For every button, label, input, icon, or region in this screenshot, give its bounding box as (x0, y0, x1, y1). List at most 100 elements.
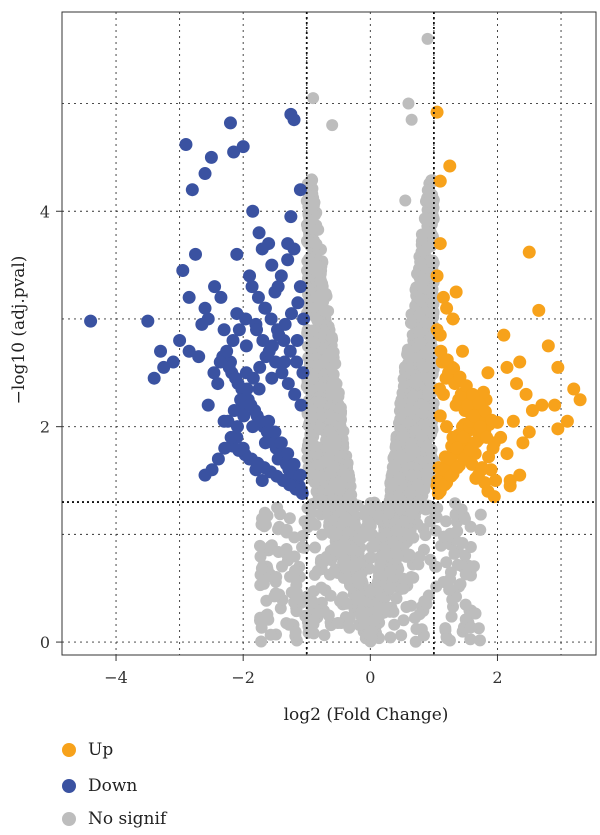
point-up (430, 323, 444, 337)
point-no-signif (473, 634, 486, 647)
point-up (497, 328, 511, 342)
point-no-signif (454, 578, 467, 591)
point-no-signif (394, 412, 407, 425)
point-no-signif (308, 196, 321, 209)
point-down (211, 377, 225, 391)
point-up (467, 409, 481, 423)
point-no-signif (253, 539, 266, 552)
point-no-signif (325, 331, 338, 344)
point-no-signif (268, 590, 281, 603)
point-down (224, 430, 238, 444)
point-no-signif (397, 429, 410, 442)
point-down (173, 334, 187, 348)
point-no-signif (343, 621, 356, 634)
point-no-signif (445, 610, 458, 623)
point-down (176, 263, 190, 277)
point-up (476, 385, 490, 399)
point-up (522, 245, 536, 259)
point-no-signif (407, 389, 420, 402)
point-up (573, 393, 587, 407)
point-no-signif (254, 579, 267, 592)
point-down (239, 339, 253, 353)
point-no-signif (375, 592, 388, 605)
point-no-signif (362, 628, 375, 641)
point-up (433, 237, 447, 251)
point-no-signif (312, 223, 325, 236)
point-down (214, 290, 228, 304)
point-up (433, 409, 447, 423)
y-axis-ticks: 0 2 4 (40, 202, 62, 652)
point-down (287, 242, 301, 256)
point-no-signif (306, 596, 319, 609)
point-down (230, 420, 244, 434)
point-down (243, 269, 257, 283)
point-down (246, 204, 260, 218)
point-no-signif (314, 422, 327, 435)
point-no-signif (314, 381, 327, 394)
point-up (475, 461, 489, 475)
point-up (440, 301, 454, 315)
point-no-signif (358, 609, 371, 622)
point-no-signif (302, 235, 315, 248)
point-no-signif (409, 635, 422, 648)
point-no-signif (280, 523, 293, 536)
point-down (255, 474, 269, 488)
point-no-signif (323, 425, 336, 438)
point-no-signif (351, 573, 364, 586)
point-no-signif (316, 528, 329, 541)
point-up (430, 269, 444, 283)
point-no-signif (422, 389, 435, 402)
point-no-signif (395, 629, 408, 642)
point-down (227, 145, 241, 159)
point-down (274, 269, 288, 283)
point-no-signif (418, 212, 431, 225)
point-down (185, 183, 199, 197)
point-down (182, 344, 196, 358)
point-no-signif (467, 560, 480, 573)
point-up (510, 377, 524, 391)
legend-label: Up (88, 740, 113, 760)
point-no-signif (264, 628, 277, 641)
point-up (513, 468, 527, 482)
point-down (243, 398, 257, 412)
point-no-signif (402, 344, 415, 357)
point-down (147, 371, 161, 385)
point-no-signif (394, 397, 407, 410)
point-no-signif (375, 551, 388, 564)
point-no-signif (387, 605, 400, 618)
point-no-signif (383, 582, 396, 595)
point-no-signif (311, 314, 324, 327)
point-no-signif (322, 349, 335, 362)
point-no-signif (284, 570, 297, 583)
point-no-signif (276, 560, 289, 573)
point-no-signif (272, 545, 285, 558)
point-down (166, 355, 180, 369)
point-up (500, 447, 514, 461)
point-up (489, 474, 503, 488)
point-no-signif (262, 613, 275, 626)
legend-label: No signif (88, 809, 168, 829)
point-up (486, 441, 500, 455)
point-no-signif (391, 548, 404, 561)
point-down (281, 447, 295, 461)
point-down (218, 441, 232, 455)
point-no-signif (421, 32, 434, 45)
point-down (258, 301, 272, 315)
point-no-signif (343, 612, 356, 625)
point-up (525, 404, 539, 418)
point-no-signif (315, 581, 328, 594)
point-down (246, 371, 260, 385)
point-down (264, 312, 278, 326)
point-no-signif (440, 632, 453, 645)
point-no-signif (364, 551, 377, 564)
point-no-signif (405, 599, 418, 612)
point-no-signif (397, 515, 410, 528)
point-no-signif (290, 579, 303, 592)
point-no-signif (418, 273, 431, 286)
point-down (250, 323, 264, 337)
x-tick-label: 2 (492, 668, 502, 687)
point-no-signif (342, 490, 355, 503)
point-down (290, 334, 304, 348)
point-up (433, 382, 447, 396)
